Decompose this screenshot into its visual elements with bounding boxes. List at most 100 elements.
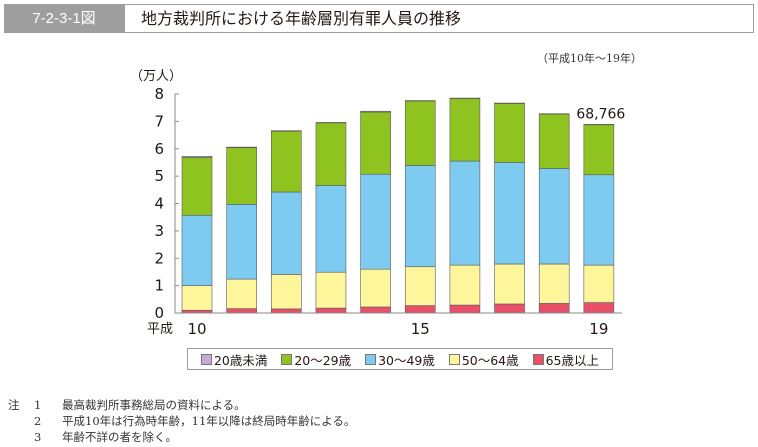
legend-label: 65歳以上 <box>545 352 599 368</box>
bar-segment <box>226 308 257 314</box>
legend: 20歳未満 20～29歳 30～49歳 50～64歳 65歳以上 <box>187 348 613 370</box>
legend-swatch <box>281 353 293 365</box>
y-tick-label: 8 <box>154 85 164 103</box>
bar-segment <box>449 264 481 306</box>
bar-segment <box>404 165 436 268</box>
note-number: 2 <box>34 414 42 428</box>
y-tick-label: 7 <box>154 112 164 130</box>
y-tick-label: 2 <box>154 249 164 267</box>
bar-segment <box>226 147 257 205</box>
bar-segment <box>404 100 436 166</box>
bar-segment <box>315 122 347 124</box>
x-tick-label: 15 <box>411 320 430 338</box>
bar-segment <box>315 307 347 314</box>
y-tick-label: 5 <box>154 167 164 185</box>
bar-segment <box>494 162 525 265</box>
period-label: （平成10年～19年） <box>537 52 642 65</box>
bar-segment <box>494 303 525 314</box>
bar-segment <box>181 214 213 286</box>
y-tick-label: 6 <box>154 140 164 158</box>
bar-segment <box>494 103 525 163</box>
y-axis-unit-label: （万人） <box>130 69 182 84</box>
legend-item: 50～64歳 <box>448 350 519 369</box>
bar-segment <box>583 264 615 303</box>
legend-swatch <box>365 353 377 365</box>
note-text: 平成10年は行為時年齢，11年以降は終局時年齢による。 <box>62 414 356 428</box>
bar-stack <box>494 102 525 314</box>
legend-item: 30～49歳 <box>365 350 435 369</box>
note-text: 最高裁判所事務総局の資料による。 <box>62 398 246 412</box>
legend-swatch <box>448 353 460 365</box>
bar-segment <box>181 157 213 216</box>
x-axis: 平成 10 15 19 <box>147 312 622 338</box>
bar-segment <box>360 110 391 113</box>
bar-segment <box>270 130 302 193</box>
title-box: 地方裁判所における年齢層別有罪人員の推移 <box>124 4 754 33</box>
bar-segment <box>226 204 257 280</box>
bar-segment <box>360 173 391 270</box>
y-axis: 0 1 2 3 4 5 6 7 8 <box>154 85 179 322</box>
bar-segment <box>270 130 302 132</box>
bar-stack <box>181 156 213 314</box>
note-number: 3 <box>34 430 42 444</box>
bar-segment <box>404 305 436 314</box>
legend-label: 30～49歳 <box>378 352 435 368</box>
x-era-label: 平成 <box>147 322 173 337</box>
y-tick-label: 0 <box>154 304 164 322</box>
bars <box>181 97 615 314</box>
bar-segment <box>360 306 391 314</box>
legend-item: 20～29歳 <box>281 350 351 369</box>
bar-segment <box>270 274 302 310</box>
figure-number-badge: 7-2-3-1図 <box>4 4 124 33</box>
y-tick-label: 4 <box>154 195 164 213</box>
bar-stack <box>538 113 570 314</box>
bar-segment <box>538 113 570 169</box>
bar-stack <box>404 100 436 314</box>
note-number: 1 <box>34 398 42 412</box>
bar-segment <box>538 263 570 304</box>
bar-segment <box>449 97 481 99</box>
legend-item: 20歳未満 <box>200 350 268 369</box>
legend-item: 65歳以上 <box>532 350 599 369</box>
bar-segment <box>270 191 302 275</box>
bar-segment <box>449 160 481 266</box>
bar-stack <box>360 110 391 314</box>
bar-segment <box>226 146 257 148</box>
bar-segment <box>494 263 525 305</box>
bar-segment <box>538 113 570 115</box>
bar-segment <box>583 302 615 314</box>
bar-segment <box>449 98 481 162</box>
legend-swatch <box>532 353 544 365</box>
bar-segment <box>315 185 347 273</box>
note-row: 3 年齢不詳の者を除く。 <box>8 429 355 445</box>
bar-segment <box>583 124 615 126</box>
bar-segment <box>538 168 570 265</box>
x-tick-label: 19 <box>589 320 608 338</box>
legend-label: 20歳未満 <box>213 352 268 368</box>
bar-segment <box>404 100 436 102</box>
bar-segment <box>494 102 525 104</box>
bar-stack <box>270 130 302 314</box>
note-row: 注 1 最高裁判所事務総局の資料による。 <box>8 397 355 413</box>
bar-stack <box>583 124 615 314</box>
y-tick-label: 1 <box>154 277 164 295</box>
chart-title: 地方裁判所における年齢層別有罪人員の推移 <box>141 9 462 28</box>
x-tick-label: 10 <box>187 320 206 338</box>
bar-segment <box>360 111 391 175</box>
bar-segment <box>583 174 615 266</box>
bar-segment <box>181 156 213 158</box>
bar-segment <box>181 285 213 311</box>
bar-segment <box>404 266 436 306</box>
bar-stack <box>449 97 481 314</box>
bar-segment <box>315 122 347 186</box>
bar-segment <box>270 308 302 314</box>
bar-segment <box>583 124 615 176</box>
bar-segment <box>360 268 391 308</box>
note-row: 2 平成10年は行為時年齢，11年以降は終局時年齢による。 <box>8 413 355 429</box>
note-text: 年齢不詳の者を除く。 <box>62 430 177 444</box>
legend-label: 50～64歳 <box>461 352 519 368</box>
data-label: 68,766 <box>576 106 625 122</box>
note-prefix: 注 <box>8 398 20 412</box>
stacked-bar-chart: （万人） 0 1 2 3 4 5 6 7 8 平成 10 15 19 68,766 <box>130 69 625 338</box>
y-tick-label: 3 <box>154 222 164 240</box>
